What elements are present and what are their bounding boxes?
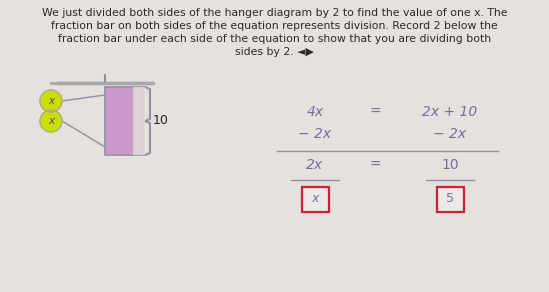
Text: =: =	[369, 105, 381, 119]
Text: 10: 10	[441, 158, 459, 172]
Text: =: =	[369, 158, 381, 172]
Text: 2x + 10: 2x + 10	[422, 105, 478, 119]
Text: x: x	[48, 96, 54, 107]
Text: − 2x: − 2x	[434, 127, 467, 141]
FancyBboxPatch shape	[105, 87, 143, 155]
Text: 10: 10	[153, 114, 169, 128]
Circle shape	[40, 110, 62, 132]
Text: sides by 2. ◄▶: sides by 2. ◄▶	[235, 47, 314, 57]
Text: x: x	[48, 117, 54, 126]
Text: We just divided both sides of the hanger diagram by 2 to find the value of one x: We just divided both sides of the hanger…	[42, 8, 507, 18]
Text: 2x: 2x	[306, 158, 323, 172]
FancyBboxPatch shape	[133, 87, 145, 155]
Text: 5: 5	[446, 192, 454, 206]
Text: 4x: 4x	[306, 105, 323, 119]
Text: fraction bar on both sides of the equation represents division. Record 2 below t: fraction bar on both sides of the equati…	[51, 21, 498, 31]
Text: − 2x: − 2x	[299, 127, 332, 141]
FancyBboxPatch shape	[436, 187, 463, 211]
Text: x: x	[311, 192, 318, 206]
FancyBboxPatch shape	[301, 187, 328, 211]
Circle shape	[40, 90, 62, 112]
Text: fraction bar under each side of the equation to show that you are dividing both: fraction bar under each side of the equa…	[58, 34, 491, 44]
